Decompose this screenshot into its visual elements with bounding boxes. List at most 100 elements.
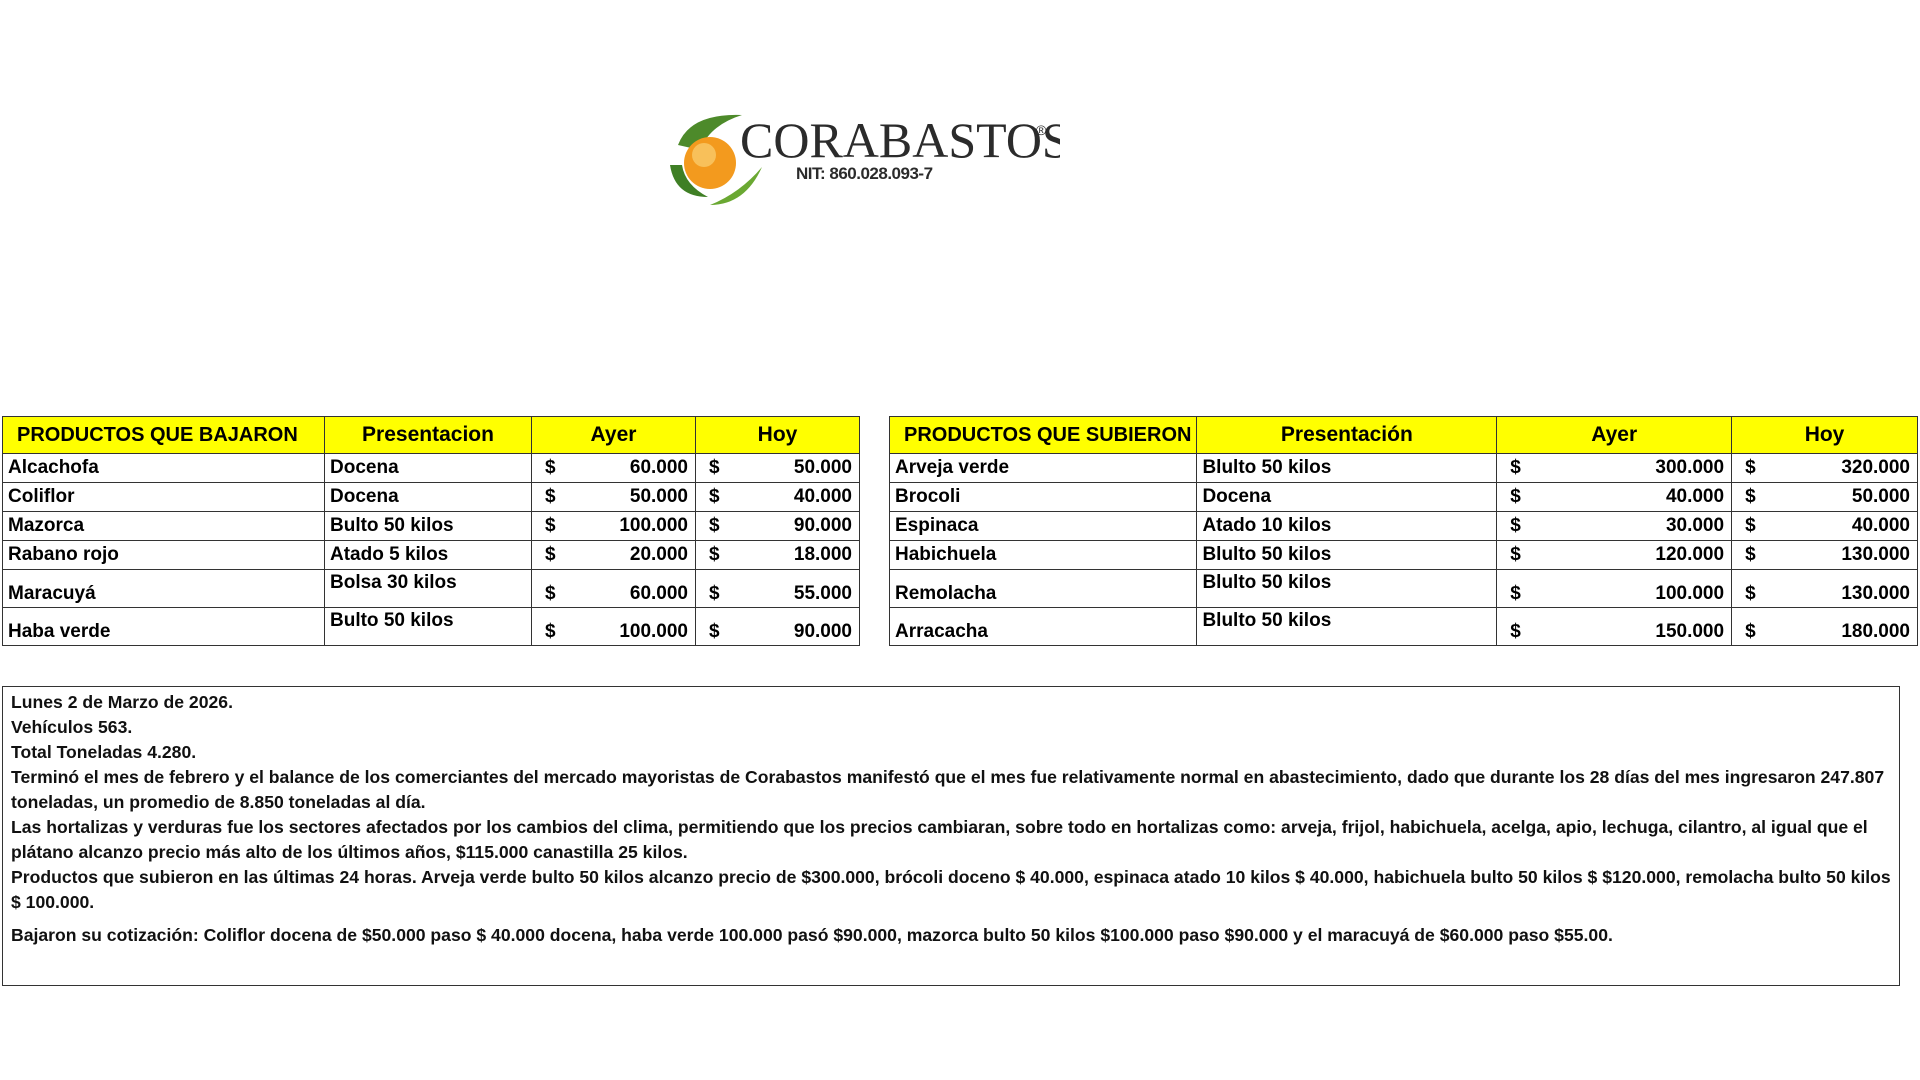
price-cell: $40.000 bbox=[695, 482, 860, 512]
currency: $ bbox=[545, 457, 556, 478]
price: $100.000 bbox=[1502, 583, 1726, 605]
price-cell: $90.000 bbox=[695, 511, 860, 541]
report-line: Vehículos 563. bbox=[11, 717, 133, 737]
currency: $ bbox=[1510, 583, 1521, 604]
price-cell: $18.000 bbox=[695, 540, 860, 570]
row: Habichuela Blulto 50 kilos $120.000 $130.00… bbox=[888, 540, 1918, 570]
price: $180.000 bbox=[1737, 621, 1912, 643]
currency: $ bbox=[545, 515, 556, 536]
currency: $ bbox=[709, 486, 720, 507]
price: $130.000 bbox=[1737, 583, 1912, 605]
price: $30.000 bbox=[1502, 515, 1726, 537]
logo: CORABASTOS ® NIT: 860.028.093-7 bbox=[670, 112, 1060, 205]
amount: 90.000 bbox=[793, 621, 852, 642]
product: Arveja verde bbox=[888, 453, 1198, 483]
header-cell: Hoy bbox=[695, 416, 860, 454]
price: $300.000 bbox=[1502, 457, 1726, 479]
price: $90.000 bbox=[701, 621, 854, 643]
amount: 150.000 bbox=[1655, 621, 1725, 642]
amount: 30.000 bbox=[1665, 515, 1725, 536]
currency: $ bbox=[1745, 486, 1756, 507]
report: Lunes 2 de Marzo de 2026. Vehículos 563. T… bbox=[2, 686, 1900, 986]
currency: $ bbox=[1510, 544, 1521, 565]
presentation: Docena bbox=[1196, 482, 1498, 512]
currency: $ bbox=[1510, 515, 1521, 536]
price-cell: $60.000 bbox=[531, 569, 696, 608]
amount: 50.000 bbox=[1851, 486, 1910, 507]
currency: $ bbox=[1510, 486, 1521, 507]
price: $40.000 bbox=[1737, 515, 1912, 537]
product: Mazorca bbox=[2, 511, 325, 541]
currency: $ bbox=[1745, 583, 1756, 604]
currency: $ bbox=[1745, 515, 1756, 536]
price-cell: $40.000 bbox=[1731, 511, 1918, 541]
amount: 40.000 bbox=[793, 486, 852, 507]
price: $55.000 bbox=[701, 583, 854, 605]
report-line: Terminó el mes de febrero y el balance d… bbox=[11, 767, 1885, 812]
price: $50.000 bbox=[701, 457, 854, 479]
currency: $ bbox=[1510, 621, 1521, 642]
price: $40.000 bbox=[1502, 486, 1726, 508]
product: Rabano rojo bbox=[2, 540, 325, 570]
price-cell: $60.000 bbox=[531, 453, 696, 483]
price-cell: $320.000 bbox=[1731, 453, 1918, 483]
table-bajaron: PRODUCTOS QUE BAJARON Presentacion Ayer Hoy… bbox=[2, 416, 860, 646]
price-cell: $100.000 bbox=[1496, 569, 1733, 608]
row: Remolacha Blulto 50 kilos $100.000 $130.000 bbox=[888, 569, 1918, 608]
row: Coliflor Docena $50.000 $40.000 bbox=[2, 482, 860, 512]
presentation: Bulto 50 kilos bbox=[324, 511, 532, 541]
price-cell: $30.000 bbox=[1496, 511, 1733, 541]
brand: CORABASTOS bbox=[740, 112, 1060, 168]
price: $130.000 bbox=[1737, 544, 1912, 566]
report-line: Lunes 2 de Marzo de 2026. bbox=[11, 692, 233, 712]
amount: 100.000 bbox=[1655, 583, 1725, 604]
product: Coliflor bbox=[2, 482, 325, 512]
amount: 60.000 bbox=[629, 583, 688, 604]
price: $50.000 bbox=[537, 486, 690, 508]
product: Arracacha bbox=[888, 607, 1198, 646]
orange-highlight bbox=[692, 143, 716, 167]
product: Haba verde bbox=[2, 607, 325, 646]
price-cell: $90.000 bbox=[695, 607, 860, 646]
presentation: Docena bbox=[324, 453, 532, 483]
price: $150.000 bbox=[1502, 621, 1726, 643]
table-subieron: PRODUCTOS QUE SUBIERON Presentación Ayer Ho… bbox=[888, 416, 1918, 646]
amount: 100.000 bbox=[619, 515, 688, 536]
currency: $ bbox=[709, 544, 720, 565]
amount: 50.000 bbox=[793, 457, 852, 478]
currency: $ bbox=[709, 457, 720, 478]
price: $120.000 bbox=[1502, 544, 1726, 566]
nit: NIT: 860.028.093-7 bbox=[796, 164, 933, 183]
presentation: Bulto 50 kilos bbox=[324, 607, 532, 646]
presentation: Blulto 50 kilos bbox=[1196, 607, 1498, 646]
price-cell: $120.000 bbox=[1496, 540, 1733, 570]
row: Maracuyá Bolsa 30 kilos $60.000 $55.000 bbox=[2, 569, 860, 608]
price: $50.000 bbox=[1737, 486, 1912, 508]
header-cell: Ayer bbox=[531, 416, 696, 454]
report-line: Total Toneladas 4.280. bbox=[11, 742, 197, 762]
amount: 55.000 bbox=[793, 583, 852, 604]
registered: ® bbox=[1036, 122, 1047, 138]
price-cell: $50.000 bbox=[695, 453, 860, 483]
product: Alcachofa bbox=[2, 453, 325, 483]
report-line: Productos que subieron en las últimas 24… bbox=[11, 867, 1891, 912]
price: $100.000 bbox=[537, 515, 690, 537]
price: $60.000 bbox=[537, 583, 690, 605]
product: Maracuyá bbox=[2, 569, 325, 608]
header-row: PRODUCTOS QUE BAJARON Presentacion Ayer Hoy bbox=[2, 416, 860, 454]
row: Alcachofa Docena $60.000 $50.000 bbox=[2, 453, 860, 483]
row: Brocoli Docena $40.000 $50.000 bbox=[888, 482, 1918, 512]
report-line: Las hortalizas y verduras fue los sector… bbox=[11, 817, 1868, 862]
leaf-right bbox=[710, 167, 762, 205]
row: Espinaca Atado 10 kilos $30.000 $40.000 bbox=[888, 511, 1918, 541]
price: $100.000 bbox=[537, 621, 690, 643]
price-cell: $50.000 bbox=[1731, 482, 1918, 512]
amount: 20.000 bbox=[629, 544, 688, 565]
header-cell: PRODUCTOS QUE SUBIERON bbox=[888, 416, 1198, 454]
amount: 60.000 bbox=[629, 457, 688, 478]
presentation: Blulto 50 kilos bbox=[1196, 540, 1498, 570]
header-cell: Presentación bbox=[1196, 416, 1498, 454]
amount: 130.000 bbox=[1841, 583, 1910, 604]
amount: 40.000 bbox=[1665, 486, 1725, 507]
price-cell: $130.000 bbox=[1731, 540, 1918, 570]
